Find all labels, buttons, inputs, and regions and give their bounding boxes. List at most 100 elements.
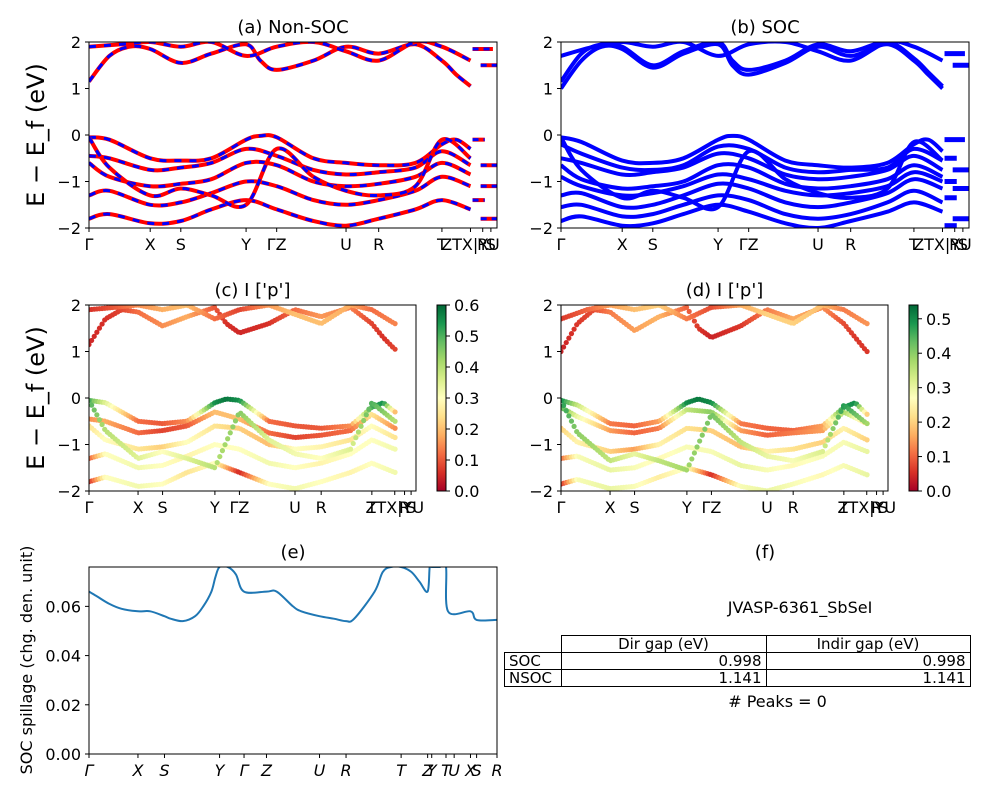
band-point	[830, 425, 836, 432]
band-line	[561, 200, 944, 228]
x-tick-label: X	[133, 498, 144, 517]
y-tick-label: −2	[529, 219, 553, 238]
band-point	[355, 429, 362, 435]
x-tick-label: Y	[681, 498, 692, 517]
band-point	[392, 425, 398, 431]
x-tick-label: R	[316, 498, 327, 517]
band-point	[571, 326, 577, 332]
ylabel-spillage: SOC spillage (chg. den. unit)	[17, 546, 36, 775]
y-tick-label: 1	[71, 80, 81, 99]
band-point	[211, 465, 218, 471]
spillage-line	[89, 567, 497, 623]
soc-dir-gap: 0.998	[560, 652, 767, 670]
band-lines	[561, 42, 969, 228]
band-point	[561, 397, 564, 403]
y-tick-label: −1	[57, 436, 81, 455]
band-point	[691, 450, 698, 456]
band-point	[822, 443, 828, 449]
x-tick-label: Γ	[85, 761, 95, 780]
band-point	[683, 467, 690, 473]
band-point	[561, 344, 567, 350]
x-tick-label: T	[396, 761, 407, 780]
soc-indir-gap: 0.998	[765, 652, 971, 670]
band-point	[561, 348, 564, 355]
x-tick-label: Y	[712, 235, 723, 254]
band-point	[392, 418, 398, 424]
band-point	[99, 321, 105, 327]
x-tick-label: T	[436, 235, 447, 254]
y-tick-label: −1	[57, 173, 81, 192]
x-tick-label: S	[629, 498, 639, 517]
x-tick-label: ΓZ	[229, 498, 249, 517]
y-tick-label: 0	[543, 126, 553, 145]
band-line-dash	[89, 175, 472, 208]
colorbar	[436, 304, 447, 492]
x-tick-label: ZTX|YU	[365, 498, 424, 517]
band-line	[561, 188, 944, 221]
band-point	[91, 333, 97, 339]
header-indir-gap: Indir gap (eV)	[765, 635, 971, 653]
x-tick-label: Γ	[240, 761, 250, 780]
y-tick-label: 0.02	[45, 696, 81, 715]
panel-title: (a) Non-SOC	[237, 17, 348, 38]
x-tick-label: R	[373, 235, 384, 254]
plot-frame	[88, 41, 498, 229]
band-point	[838, 408, 844, 415]
x-tick-label: R	[491, 761, 502, 780]
x-tick-label: S	[176, 235, 186, 254]
band-point	[864, 472, 870, 478]
panel-f-label: (f)	[754, 542, 776, 563]
band-line-dash	[89, 160, 472, 188]
x-tick-label: Y	[427, 761, 438, 780]
x-tick-label: X	[617, 235, 628, 254]
x-tick-label: S	[878, 498, 888, 517]
x-tick-label: T	[441, 761, 452, 780]
y-tick-label: 2	[71, 296, 81, 315]
colorbar-tick-label: 0.2	[926, 413, 951, 432]
band-point	[686, 462, 692, 468]
band-point	[217, 453, 223, 460]
band-point	[392, 409, 398, 415]
spillage-curve	[89, 567, 497, 623]
band-point	[568, 418, 575, 424]
band-line	[561, 136, 944, 212]
band-point	[864, 348, 870, 355]
x-tick-label: ZTX|YU	[441, 235, 500, 254]
band-point	[864, 437, 870, 443]
x-tick-label: R	[871, 498, 882, 517]
y-tick-label: 0	[71, 126, 81, 145]
x-tick-label: ZTX|YU	[913, 235, 972, 254]
x-tick-label: ΓZ	[267, 235, 287, 254]
x-tick-label: X	[145, 235, 156, 254]
band-point	[230, 424, 236, 430]
x-tick-label: S	[157, 498, 167, 517]
y-tick-label: 2	[71, 33, 81, 52]
band-point	[214, 307, 220, 314]
y-tick-label: 1	[71, 343, 81, 362]
x-tick-label: R	[845, 235, 856, 254]
band-point	[392, 469, 398, 475]
band-point	[363, 412, 369, 418]
band-point	[219, 448, 226, 454]
peaks-count: # Peaks = 0	[728, 692, 827, 711]
band-point	[89, 402, 95, 408]
x-tick-label: R	[949, 235, 960, 254]
y-tick-label: 2	[543, 296, 553, 315]
band-line	[561, 142, 944, 175]
row-label-soc: SOC	[504, 652, 562, 670]
x-tick-label: R	[340, 761, 351, 780]
band-point	[864, 448, 870, 455]
band-line-dash	[89, 147, 472, 177]
table-row: NSOC 1.141 1.141	[504, 669, 971, 687]
colorbar-tick-label: 0.4	[454, 358, 479, 377]
band-point	[561, 402, 567, 409]
band-point	[825, 437, 831, 443]
band-lines	[89, 42, 497, 228]
band-point	[353, 435, 359, 441]
y-tick-label: 0	[543, 389, 553, 408]
band-point	[686, 308, 692, 315]
nsoc-dir-gap: 1.141	[560, 669, 767, 687]
band-point	[96, 417, 103, 423]
x-tick-label: U	[761, 498, 773, 517]
